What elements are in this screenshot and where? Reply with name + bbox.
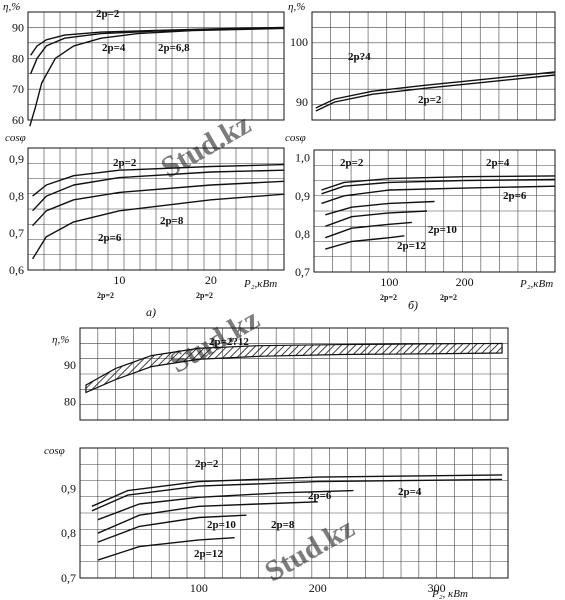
- curve-label: 2p=6,8: [158, 42, 190, 54]
- x-axis-label: P₂, кВт: [431, 588, 468, 600]
- panel-a-eff: 60 70 80 90 η,% 2p=2 2p=4 2p=6,8: [3, 1, 285, 127]
- curve-label: 2p=12: [194, 548, 223, 560]
- efficiency-band: [85, 342, 503, 394]
- series-line-2p12: [325, 235, 405, 250]
- y-tick-label: 0,7: [9, 226, 24, 240]
- y-axis-label: cosφ: [5, 132, 26, 144]
- curve-label: 2p=2: [340, 157, 364, 169]
- curve-label: 2p=2: [113, 157, 137, 169]
- panel-c-eff: 80 90 η,% 2p=2?12: [52, 327, 509, 421]
- curve-label: 2p=8: [271, 519, 295, 531]
- plot-frame: [311, 11, 556, 121]
- y-tick-label: 0,6: [9, 263, 24, 277]
- series-line-2p2: [32, 163, 285, 197]
- small-label: 2p=2: [440, 293, 457, 302]
- series-line-2p12: [97, 537, 235, 561]
- y-tick-label: 1,0: [295, 151, 310, 165]
- series-line-2p2: [315, 71, 556, 109]
- small-label: 2p=2: [196, 291, 213, 300]
- curve-label: 2p=10: [207, 519, 236, 531]
- series-line-2p4: [32, 169, 285, 212]
- series-line-2p6: [321, 185, 556, 205]
- series-line-2p4: [321, 178, 556, 195]
- series-line-unlabeled-3: [325, 200, 435, 216]
- y-axis-label: η,%: [3, 1, 20, 13]
- series-line-2p68: [29, 27, 285, 127]
- x-tick-label: 200: [309, 581, 327, 595]
- x-tick-label: 20: [205, 273, 217, 287]
- curve-label: 2p=8: [160, 215, 184, 227]
- plot-frame: [79, 327, 509, 421]
- series-line-2p8: [97, 501, 318, 534]
- x-tick-label: 300: [428, 581, 446, 595]
- panel-c-cos: 0,7 0,8 0,9 100 200 300 cosφ P₂, кВт 2p=2 2p=6 2p=…: [44, 445, 509, 600]
- curve-label: 2p=6: [503, 190, 527, 202]
- small-label: 2p=2: [380, 293, 397, 302]
- x-axis-label: P₂,кВт: [243, 278, 277, 290]
- series-line-2p2: [321, 175, 556, 191]
- x-axis-label: P₂,кВт: [519, 278, 553, 290]
- x-tick-label: 10: [113, 273, 125, 287]
- curve-label: 2p?4: [348, 51, 371, 63]
- y-tick-label: 0,7: [295, 265, 310, 279]
- small-label: 2p=2: [97, 291, 114, 300]
- y-tick-label: 90: [296, 95, 308, 109]
- series-line-2p6: [32, 180, 285, 227]
- y-tick-label: 90: [12, 20, 24, 34]
- y-tick-label: 70: [12, 82, 24, 96]
- plot-frame: [27, 147, 285, 271]
- y-axis-label: cosφ: [44, 445, 65, 457]
- curve-label: 2p=4: [486, 157, 510, 169]
- series-line-2p2: [91, 474, 503, 507]
- curve-label: 2p=10: [428, 224, 457, 236]
- y-tick-label: 0,7: [61, 571, 76, 585]
- x-tick-label: 200: [456, 275, 474, 289]
- y-tick-label: 60: [12, 113, 24, 127]
- curve-label: 2p=2: [195, 458, 219, 470]
- curve-label: 2p=4: [398, 486, 422, 498]
- panel-b-cos: 0,7 0,8 0,9 1,0 100 200 cosφ P₂,кВт 2p=2 2p=4 2p=6…: [285, 132, 556, 290]
- panel-a-cos: 0,6 0,7 0,8 0,9 10 20 cosφ P₂,кВт 2p=2 2p=6 2p=8: [5, 132, 285, 290]
- watermark-text: Stud.kz: [155, 107, 256, 184]
- curve-label: 2p=2: [96, 8, 120, 20]
- caption-b: б): [408, 298, 418, 312]
- x-tick-label: 100: [380, 275, 398, 289]
- y-tick-label: 80: [64, 395, 76, 409]
- series-line-2p4: [91, 478, 503, 512]
- curve-label: 2p=6: [308, 490, 332, 502]
- y-tick-label: 0,8: [295, 227, 310, 241]
- series-line-2p6: [97, 489, 354, 521]
- series-line-2p4: [315, 74, 556, 112]
- plot-frame: [313, 149, 556, 273]
- plot-frame: [27, 11, 285, 121]
- curve-label: 2p=6: [98, 232, 122, 244]
- caption-a: а): [146, 305, 156, 319]
- y-axis-label: η,%: [52, 334, 69, 346]
- y-axis-label: η,%: [288, 1, 305, 13]
- y-axis-label: cosφ: [285, 132, 306, 144]
- plot-frame: [79, 447, 509, 579]
- y-tick-label: 0,8: [61, 526, 76, 540]
- y-tick-label: 0,9: [61, 481, 76, 495]
- x-tick-label: 100: [190, 581, 208, 595]
- curve-label: 2p=2: [418, 94, 442, 106]
- series-line-unlabeled-5: [325, 221, 412, 239]
- series-line-2p10: [325, 210, 428, 227]
- curve-label: 2p=2?12: [209, 336, 249, 348]
- y-tick-label: 80: [12, 51, 24, 65]
- series-line-2p8: [32, 193, 285, 260]
- y-tick-label: 90: [64, 358, 76, 372]
- y-tick-label: 100: [290, 35, 308, 49]
- curve-label: 2p=4: [102, 42, 126, 54]
- curve-label: 2p=12: [397, 240, 426, 252]
- panel-b-eff: 90 100 η,% 2p?4 2p=2: [288, 1, 556, 121]
- series-line-2p10: [97, 514, 247, 543]
- y-tick-label: 0,9: [9, 152, 24, 166]
- y-tick-label: 0,8: [9, 189, 24, 203]
- y-tick-label: 0,9: [295, 189, 310, 203]
